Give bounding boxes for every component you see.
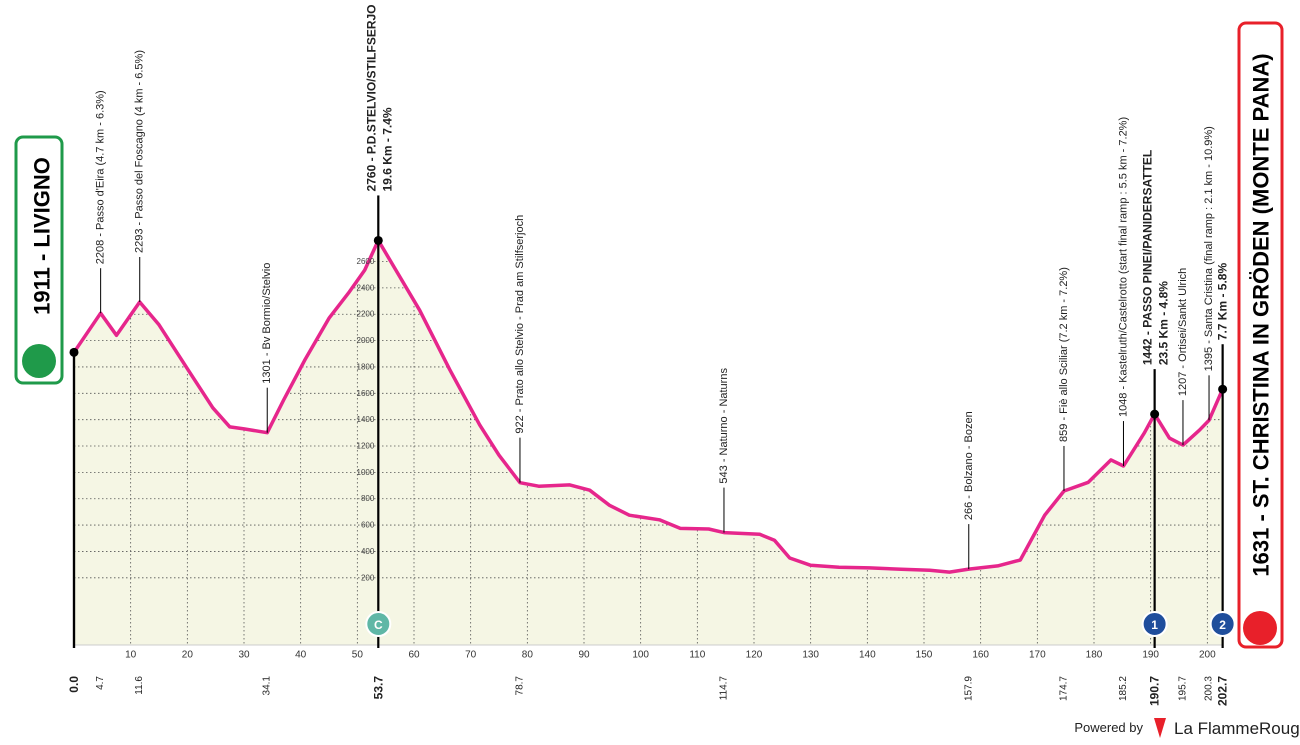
distance-mark: 78.7 [514,676,525,696]
climb-badge [1141,611,1168,637]
finish-box [1237,21,1284,649]
distance-mark: 200.3 [1204,676,1215,701]
powered-by: Powered by [1074,720,1143,735]
x-tick-label: 140 [859,650,876,661]
distance-mark: 4.7 [95,676,106,690]
distance-mark: 190.7 [1148,676,1162,706]
y-tick-label: 800 [361,494,375,503]
waypoint-label: 1048 - Kastelruth/Castelrotto (start fin… [1117,117,1129,417]
x-tick-label: 200 [1199,650,1216,661]
y-tick-label: 1000 [357,468,375,477]
x-tick-label: 130 [802,650,819,661]
waypoint-label: 1395 - Santa Cristina (final ramp : 2.1 … [1203,126,1215,371]
waypoint-dot [373,235,383,245]
start-icon [22,344,56,378]
waypoint-label: 2208 - Passo d'Eira (4.7 km - 6.3%) [95,90,107,264]
finish-icon [1243,611,1277,645]
distance-mark: 174.7 [1058,676,1069,701]
waypoint-label: 266 - Bolzano - Bozen [963,411,975,520]
waypoint-dot [1150,409,1160,419]
climb-badge-label: C [374,618,383,632]
brand-icon [1154,718,1166,738]
climb-badge-label: 2 [1219,618,1226,632]
x-tick-label: 180 [1086,650,1103,661]
waypoint-label: 2293 - Passo del Foscagno (4 km - 6.5%) [134,50,146,253]
x-tick-label: 20 [182,650,194,661]
brand: La FlammeRouge [1174,719,1300,738]
distance-mark: 202.7 [1216,676,1230,706]
distance-mark: 0.0 [67,676,81,693]
y-tick-label: 200 [361,573,375,582]
waypoint-label: 2760 - P.D.STELVIO/STILFSERJO [364,4,378,191]
waypoint-label: 922 - Prato allo Stelvio - Prad am Stilf… [514,215,526,434]
waypoint-label: 1301 - Bv Bormio/Stelvio [261,263,273,384]
distance-mark: 34.1 [262,676,273,696]
climb-badge-label: 1 [1151,618,1158,632]
distance-mark: 185.2 [1118,676,1129,701]
start-box [14,135,64,385]
waypoint-label: 7.7 Km - 5.8% [1216,263,1230,341]
distance-mark: 195.7 [1177,676,1188,701]
x-tick-label: 150 [916,650,933,661]
waypoint-label: 859 - Fiè allo Sciliar (7.2 km - 7.2%) [1058,267,1070,442]
x-tick-label: 30 [238,650,250,661]
x-tick-label: 170 [1029,650,1046,661]
x-tick-label: 70 [465,650,477,661]
x-tick-label: 190 [1142,650,1159,661]
y-tick-label: 600 [361,521,375,530]
y-tick-label: 1800 [357,362,375,371]
x-tick-label: 110 [689,650,705,661]
x-tick-label: 90 [578,650,590,661]
distance-mark: 157.9 [963,676,974,701]
x-tick-label: 100 [632,650,649,661]
waypoint-dot [1218,384,1228,394]
y-tick-label: 2200 [357,310,375,319]
waypoint-sub: 19.6 Km - 7.4% [380,107,394,191]
y-tick-label: 2400 [357,283,375,292]
waypoint-label: 1442 - PASSO PINEI/PANIDERSATTEL [1141,150,1155,365]
waypoint-sub: 23.5 Km - 4.8% [1157,281,1171,365]
waypoint-label: 1207 - Ortisei/Sankt Ulrich [1177,268,1189,396]
finish-label: 1631 - ST. CHRISTINA IN GRÖDEN (MONTE PA… [1249,53,1274,576]
waypoint-label: 543 - Naturno - Naturns [718,368,730,484]
x-tick-label: 10 [125,650,137,661]
x-tick-label: 40 [295,650,307,661]
y-tick-label: 1200 [357,442,375,451]
y-tick-label: 2600 [357,257,375,266]
distance-mark: 53.7 [371,676,385,700]
distance-mark: 114.7 [718,676,729,701]
y-tick-label: 1400 [357,415,375,424]
x-tick-label: 160 [972,650,989,661]
y-tick-label: 2000 [357,336,375,345]
x-tick-label: 60 [408,650,420,661]
distance-mark: 11.6 [134,676,145,695]
start-label: 1911 - LIVIGNO [30,157,55,315]
plot-front: 200 400 600 800 1000 1200 1400 1600 1800 2000 2200… [69,195,1236,648]
x-tick-label: 80 [522,650,534,661]
profile-area [74,240,1223,645]
y-tick-label: 1600 [357,389,375,398]
y-tick-label: 400 [361,547,375,556]
plot-back [74,240,1223,646]
climb-badge [365,611,392,637]
x-tick-label: 50 [352,650,364,661]
climb-badge [1209,611,1236,637]
x-tick-label: 120 [746,650,763,661]
